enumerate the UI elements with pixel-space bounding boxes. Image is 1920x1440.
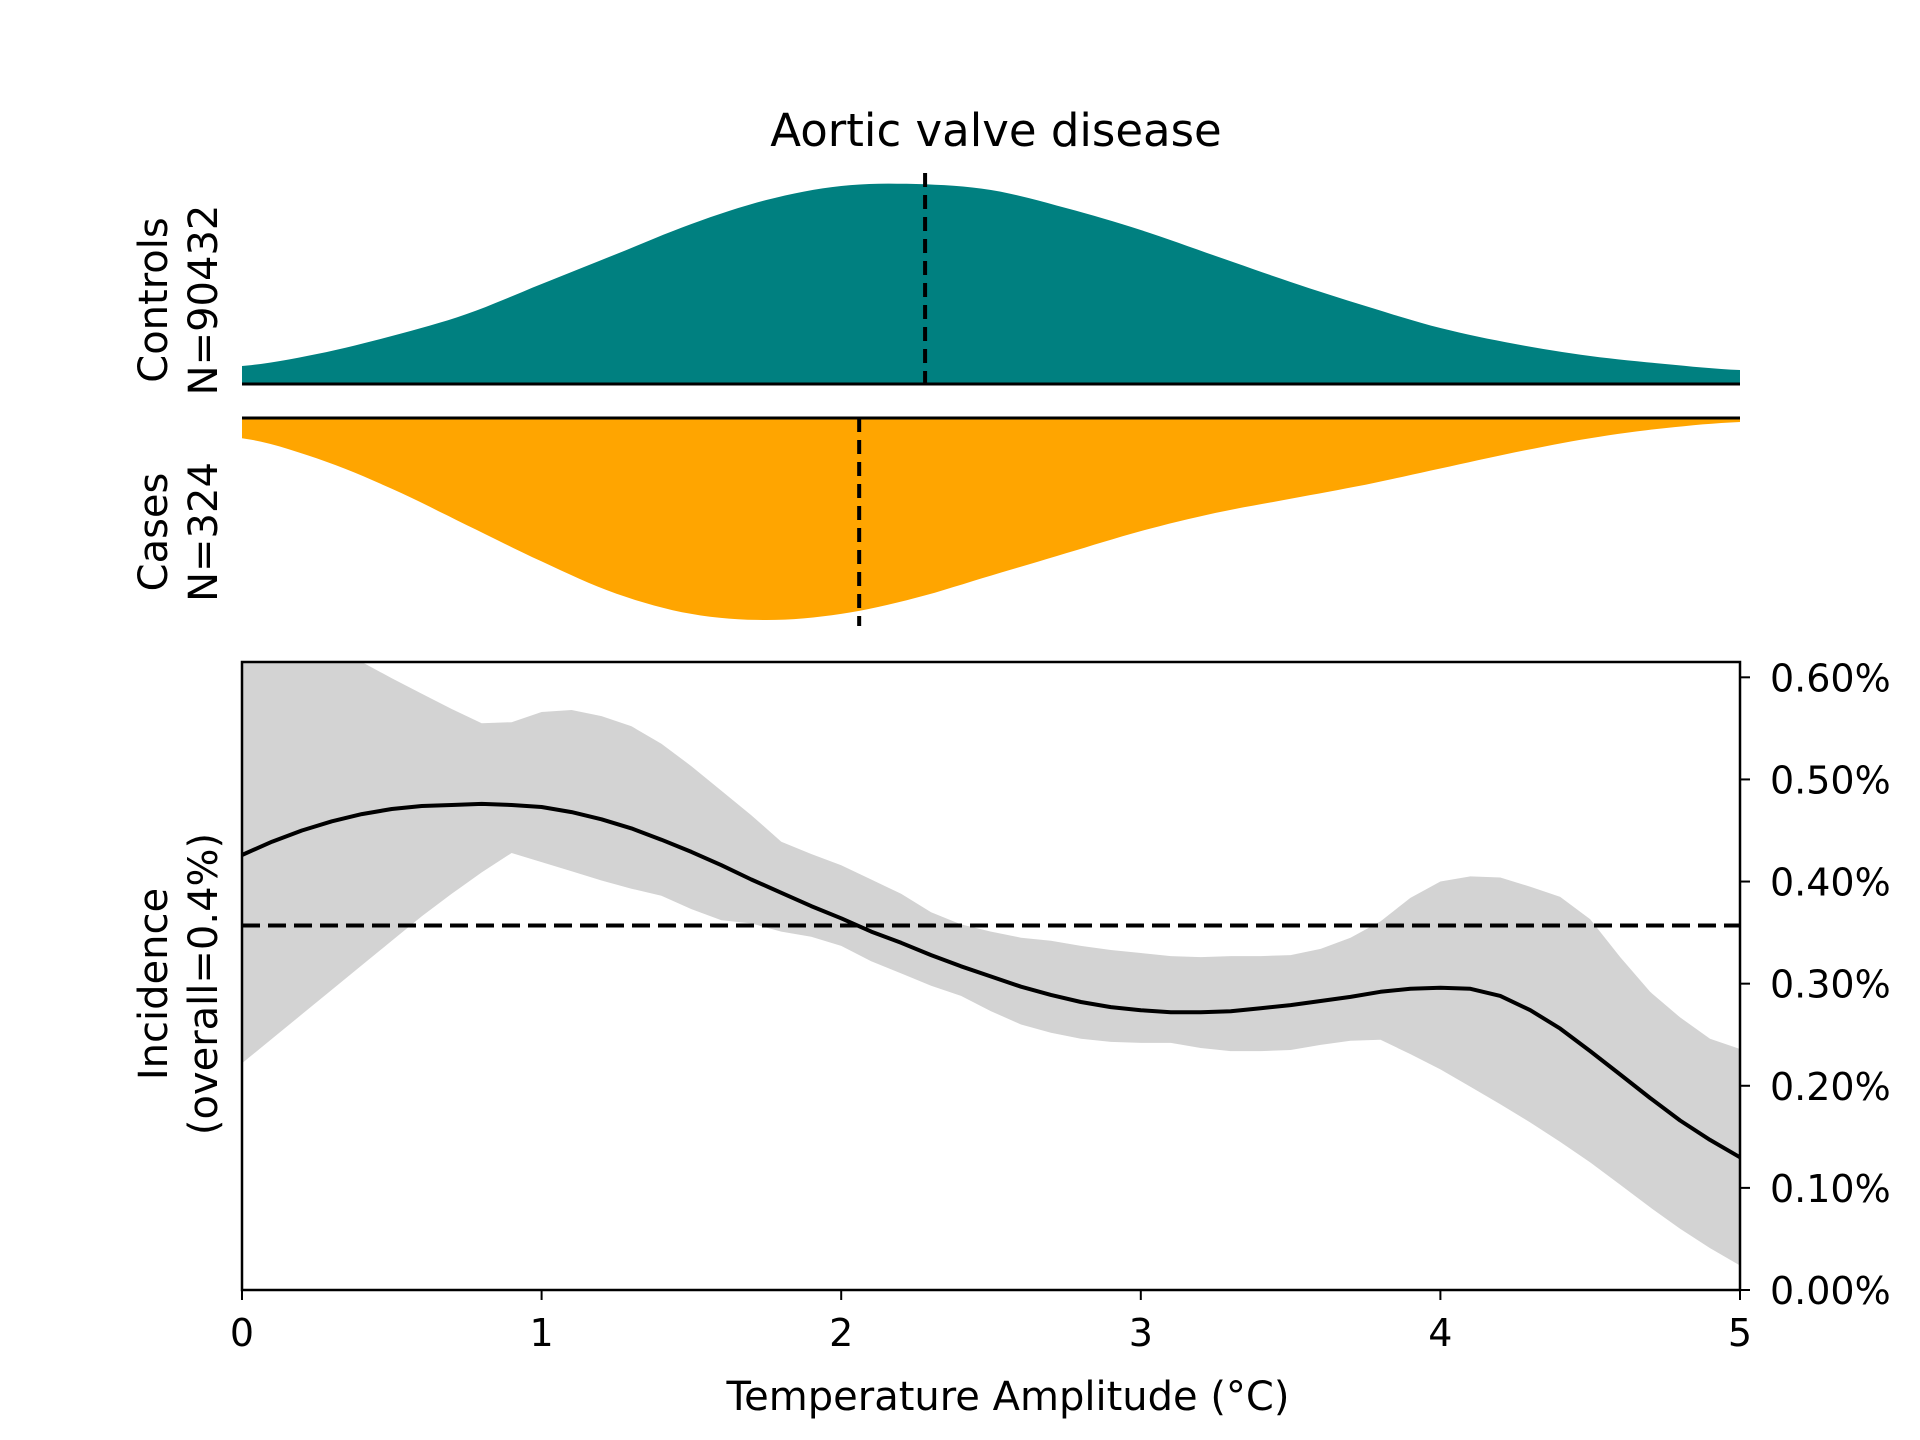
incidence-ylabel-line2: (overall=0.4%) [181,833,227,1135]
cases-label-line1: Cases [131,473,177,592]
confidence-band [242,662,1740,1266]
x-tick-label: 4 [1428,1311,1452,1355]
incidence-panel: Incidence (overall=0.4%) 0.00% 0.10% 0.20%… [131,656,1891,1355]
x-tick-label: 3 [1129,1311,1153,1355]
y-tick-label: 0.00% [1770,1269,1891,1313]
cases-density-area [242,418,1740,620]
controls-label: Controls N=90432 [131,205,227,396]
x-tick-label: 0 [230,1311,254,1355]
x-tick-label: 5 [1728,1311,1752,1355]
y-tick-label: 0.50% [1770,758,1891,802]
controls-density-area [242,183,1740,384]
controls-panel: Controls N=90432 [131,173,1740,395]
y-tick-label: 0.20% [1770,1065,1891,1109]
x-axis-label: Temperature Amplitude (°C) [726,1374,1290,1420]
y-tick-label: 0.30% [1770,963,1891,1007]
cases-panel: Cases N=324 [131,416,1740,626]
y-tick-label: 0.60% [1770,656,1891,700]
incidence-ylabel-line1: Incidence [131,888,177,1080]
x-tick-label: 1 [530,1311,554,1355]
incidence-ylabel: Incidence (overall=0.4%) [131,833,227,1135]
incidence-line [241,801,1742,1160]
cases-label: Cases N=324 [131,462,227,602]
y-tick-label: 0.10% [1770,1167,1891,1211]
incidence-frame [240,660,1742,1292]
controls-label-line1: Controls [131,217,177,382]
chart-title: Aortic valve disease [770,104,1221,157]
x-tick-label: 2 [829,1311,853,1355]
y-tick-label: 0.40% [1770,861,1891,905]
cases-label-line2: N=324 [181,462,227,602]
controls-label-line2: N=90432 [181,205,227,396]
